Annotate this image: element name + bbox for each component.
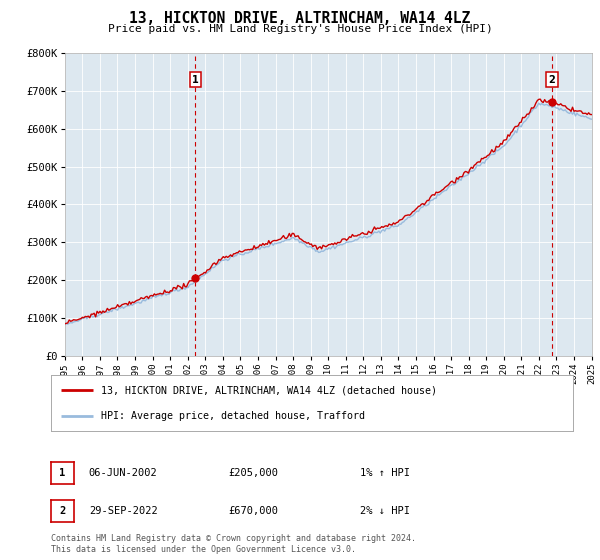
Text: 13, HICKTON DRIVE, ALTRINCHAM, WA14 4LZ (detached house): 13, HICKTON DRIVE, ALTRINCHAM, WA14 4LZ … <box>101 385 437 395</box>
Text: 2: 2 <box>549 74 556 85</box>
Text: 2% ↓ HPI: 2% ↓ HPI <box>360 506 410 516</box>
Text: 06-JUN-2002: 06-JUN-2002 <box>89 468 158 478</box>
Text: 2: 2 <box>59 506 65 516</box>
Text: Contains HM Land Registry data © Crown copyright and database right 2024.: Contains HM Land Registry data © Crown c… <box>51 534 416 543</box>
Text: £670,000: £670,000 <box>228 506 278 516</box>
Text: HPI: Average price, detached house, Trafford: HPI: Average price, detached house, Traf… <box>101 411 365 421</box>
Text: 1: 1 <box>59 468 65 478</box>
Text: 13, HICKTON DRIVE, ALTRINCHAM, WA14 4LZ: 13, HICKTON DRIVE, ALTRINCHAM, WA14 4LZ <box>130 11 470 26</box>
Text: This data is licensed under the Open Government Licence v3.0.: This data is licensed under the Open Gov… <box>51 545 356 554</box>
Text: £205,000: £205,000 <box>228 468 278 478</box>
Text: 29-SEP-2022: 29-SEP-2022 <box>89 506 158 516</box>
Text: Price paid vs. HM Land Registry's House Price Index (HPI): Price paid vs. HM Land Registry's House … <box>107 24 493 34</box>
Text: 1% ↑ HPI: 1% ↑ HPI <box>360 468 410 478</box>
Text: 1: 1 <box>192 74 199 85</box>
